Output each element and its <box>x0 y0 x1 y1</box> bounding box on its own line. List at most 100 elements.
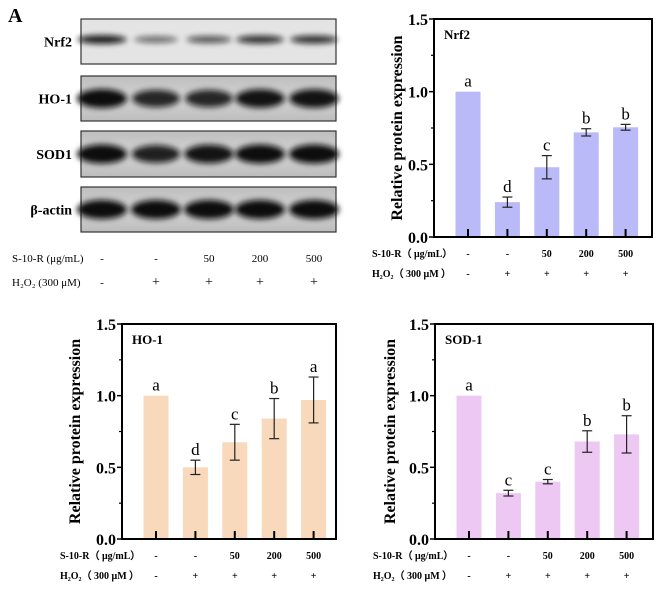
blot-band <box>184 144 234 164</box>
treatment-label: H₂O₂（ 300 μM ） <box>373 569 452 582</box>
treatment-value: + <box>623 269 629 280</box>
chart-title: HO-1 <box>132 332 163 347</box>
treatment-value: 50 <box>230 551 240 562</box>
treatment-value: - <box>154 571 157 582</box>
blot-band <box>235 144 285 164</box>
blot-band <box>77 35 127 44</box>
bar <box>535 481 561 539</box>
significance-letter: d <box>503 177 512 196</box>
treatment-value: + <box>232 571 238 582</box>
treatment-value: + <box>310 275 318 290</box>
blot-band <box>132 89 180 108</box>
blot-band <box>134 36 178 43</box>
treatment-value: 200 <box>267 551 282 562</box>
y-tick-label: 0.0 <box>408 230 428 247</box>
significance-letter: d <box>191 440 200 459</box>
blot-band <box>184 200 234 219</box>
y-axis-label: Relative protein expression <box>67 339 84 524</box>
blot-band <box>289 200 339 219</box>
treatment-label: S-10-R（ μg/mL） <box>372 247 452 260</box>
treatment-value: 200 <box>579 249 594 260</box>
significance-letter: b <box>583 411 592 430</box>
treatment-value: 500 <box>619 551 634 562</box>
blot-band <box>77 144 127 164</box>
blot-band <box>186 36 232 43</box>
significance-letter: b <box>270 379 279 398</box>
treatment-value: - <box>467 551 470 562</box>
blot-band <box>236 35 284 44</box>
treatment-value: - <box>466 249 469 260</box>
blot-band <box>185 89 233 108</box>
treatment-value: 50 <box>204 253 216 265</box>
treatment-value: - <box>154 551 157 562</box>
blot-row-label: β-actin <box>30 204 72 219</box>
treatment-value: - <box>467 571 470 582</box>
bar <box>573 132 599 237</box>
significance-letter: c <box>505 470 513 489</box>
y-axis-label: Relative protein expression <box>389 35 406 220</box>
treatment-value: - <box>466 269 469 280</box>
blot-row-label: Nrf2 <box>44 36 72 51</box>
blot-band <box>289 144 339 164</box>
bar <box>574 441 600 539</box>
blot-row-label: HO-1 <box>39 93 72 108</box>
treatment-value: 200 <box>252 253 269 265</box>
blot-band <box>77 200 127 219</box>
y-tick-label: 1.5 <box>408 12 428 29</box>
treatment-value: 200 <box>580 551 595 562</box>
treatment-label: S-10-R (μg/mL) <box>12 253 84 265</box>
treatment-label: S-10-R（ μg/mL） <box>60 549 140 562</box>
significance-letter: a <box>465 376 473 395</box>
blot-band <box>131 145 181 163</box>
y-axis-label: Relative protein expression <box>382 339 399 524</box>
treatment-value: + <box>506 571 512 582</box>
y-tick-label: 1.5 <box>96 317 116 334</box>
chart-title: Nrf2 <box>444 27 470 42</box>
treatment-value: 50 <box>542 249 552 260</box>
treatment-label: H₂O₂ (300 μM) <box>12 277 81 289</box>
significance-letter: b <box>582 109 591 128</box>
treatment-value: + <box>584 571 590 582</box>
bar <box>456 395 482 539</box>
y-tick-label: 0.0 <box>409 532 429 549</box>
y-tick-label: 1.0 <box>409 389 429 406</box>
bar <box>455 91 481 238</box>
significance-letter: c <box>544 460 552 479</box>
treatment-label: H₂O₂（ 300 μM ） <box>372 267 451 280</box>
bar <box>182 467 208 539</box>
treatment-value: 500 <box>618 249 633 260</box>
blot-band <box>289 89 339 108</box>
treatment-value: - <box>194 551 197 562</box>
blot-band <box>290 35 338 44</box>
blot-band <box>77 89 127 108</box>
treatment-value: + <box>583 269 589 280</box>
significance-letter: b <box>621 104 630 123</box>
treatment-value: + <box>205 275 213 290</box>
treatment-value: - <box>100 253 104 265</box>
treatment-value: + <box>152 275 160 290</box>
bar <box>613 127 639 237</box>
bar <box>143 395 169 539</box>
treatment-value: 500 <box>306 253 323 265</box>
treatment-value: - <box>506 249 509 260</box>
significance-letter: c <box>231 404 239 423</box>
y-tick-label: 0.5 <box>96 460 116 477</box>
y-tick-label: 0.0 <box>96 532 116 549</box>
y-tick-label: 1.0 <box>408 85 428 102</box>
y-tick-label: 1.5 <box>409 317 429 334</box>
significance-letter: a <box>310 357 318 376</box>
blot-band <box>131 200 181 219</box>
treatment-value: - <box>100 277 104 289</box>
blot-band <box>235 200 285 219</box>
treatment-label: H₂O₂（ 300 μM ） <box>60 569 139 582</box>
treatment-value: + <box>271 571 277 582</box>
chart-sod-1: a c c b b 0.0 0.5 1.0 1.5 Relative protein expres… <box>373 317 654 582</box>
chart-title: SOD-1 <box>445 332 483 347</box>
treatment-value: + <box>311 571 317 582</box>
western-blot: Nrf2 HO-1 SOD1 β-actin S-10-R (μg/mL) - - 50 200… <box>12 18 339 290</box>
treatment-value: - <box>507 551 510 562</box>
treatment-value: + <box>624 571 630 582</box>
significance-letter: a <box>152 376 160 395</box>
